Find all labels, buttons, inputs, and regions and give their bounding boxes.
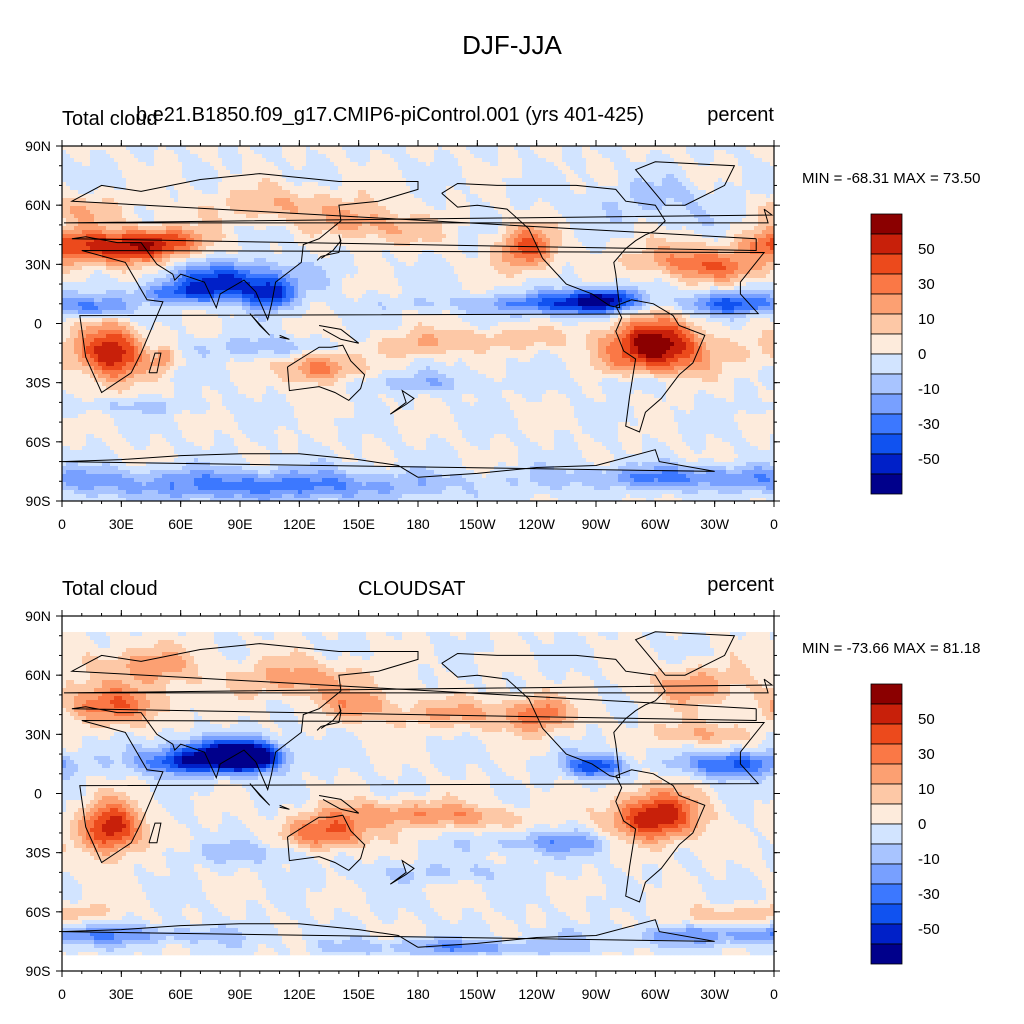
lon-tick-label: 150E bbox=[342, 516, 375, 532]
colorbar-label: -50 bbox=[918, 921, 940, 938]
lon-tick-label: 30W bbox=[700, 986, 730, 1002]
colorbar-swatch bbox=[871, 294, 902, 314]
lat-tick-label: 30N bbox=[25, 256, 51, 272]
lat-tick-label: 90S bbox=[26, 493, 51, 509]
colorbar-label: -10 bbox=[918, 381, 940, 398]
lon-tick-label: 30E bbox=[109, 986, 134, 1002]
colorbar-label: 50 bbox=[918, 241, 935, 258]
panel-2-contour-field bbox=[62, 632, 774, 955]
lon-tick-label: 60W bbox=[641, 986, 671, 1002]
colorbar-label: -10 bbox=[918, 851, 940, 868]
lon-tick-label: 120W bbox=[518, 986, 555, 1002]
colorbar-label: 30 bbox=[918, 276, 935, 293]
lon-tick-label: 120W bbox=[518, 516, 555, 532]
lon-tick-label: 60E bbox=[168, 516, 193, 532]
colorbar-label: 0 bbox=[918, 816, 926, 833]
colorbar-label: 0 bbox=[918, 346, 926, 363]
lat-tick-label: 60S bbox=[26, 904, 51, 920]
lon-tick-label: 60E bbox=[168, 986, 193, 1002]
lat-tick-label: 30S bbox=[26, 845, 51, 861]
lon-tick-label: 90E bbox=[228, 516, 253, 532]
colorbar-label: 10 bbox=[918, 311, 935, 328]
lat-tick-label: 0 bbox=[34, 316, 42, 332]
colorbar-swatch bbox=[871, 374, 902, 394]
lon-tick-label: 30E bbox=[109, 516, 134, 532]
colorbar-swatch bbox=[871, 274, 902, 294]
lon-tick-label: 180 bbox=[406, 986, 430, 1002]
colorbar-swatch bbox=[871, 764, 902, 784]
lon-tick-label: 0 bbox=[770, 516, 778, 532]
lon-tick-label: 30W bbox=[700, 516, 730, 532]
lon-tick-label: 150E bbox=[342, 986, 375, 1002]
colorbar-swatch bbox=[871, 314, 902, 334]
lat-tick-label: 30S bbox=[26, 375, 51, 391]
lon-tick-label: 0 bbox=[58, 516, 66, 532]
colorbar-label: 50 bbox=[918, 711, 935, 728]
lon-tick-label: 120E bbox=[283, 986, 316, 1002]
colorbar-label: -50 bbox=[918, 451, 940, 468]
lat-tick-label: 90N bbox=[25, 608, 51, 624]
lon-tick-label: 120E bbox=[283, 516, 316, 532]
colorbar-swatch bbox=[871, 864, 902, 884]
lat-tick-label: 90S bbox=[26, 963, 51, 979]
colorbar-label: -30 bbox=[918, 886, 940, 903]
colorbar-swatch bbox=[871, 454, 902, 474]
colorbar-swatch bbox=[871, 214, 902, 234]
lon-tick-label: 180 bbox=[406, 516, 430, 532]
panel-1-contour-field bbox=[62, 146, 774, 501]
lon-tick-label: 0 bbox=[58, 986, 66, 1002]
lat-tick-label: 0 bbox=[34, 786, 42, 802]
colorbar-swatch bbox=[871, 904, 902, 924]
lat-tick-label: 60S bbox=[26, 434, 51, 450]
lon-tick-label: 90W bbox=[582, 516, 612, 532]
colorbar-swatch bbox=[871, 474, 902, 494]
panel-1-colorbar: 50 30 10 0 -10 -30 -50 bbox=[871, 214, 940, 494]
colorbar-swatch bbox=[871, 414, 902, 434]
lon-tick-label: 150W bbox=[459, 986, 496, 1002]
colorbar-swatch bbox=[871, 704, 902, 724]
colorbar-swatch bbox=[871, 434, 902, 454]
lon-tick-label: 150W bbox=[459, 516, 496, 532]
lat-tick-label: 90N bbox=[25, 138, 51, 154]
lon-tick-label: 0 bbox=[770, 986, 778, 1002]
colorbar-label: 10 bbox=[918, 781, 935, 798]
lon-tick-label: 90W bbox=[582, 986, 612, 1002]
colorbar-swatch bbox=[871, 824, 902, 844]
colorbar-swatch bbox=[871, 784, 902, 804]
colorbar-swatch bbox=[871, 724, 902, 744]
colorbar-label: 30 bbox=[918, 746, 935, 763]
lat-tick-label: 30N bbox=[25, 726, 51, 742]
colorbar-swatch bbox=[871, 804, 902, 824]
panel-2-colorbar: 50 30 10 0 -10 -30 -50 bbox=[871, 684, 940, 964]
colorbar-swatch bbox=[871, 354, 902, 374]
lat-tick-label: 60N bbox=[25, 667, 51, 683]
lat-tick-label: 60N bbox=[25, 197, 51, 213]
colorbar-swatch bbox=[871, 944, 902, 964]
colorbar-swatch bbox=[871, 844, 902, 864]
colorbar-swatch bbox=[871, 884, 902, 904]
colorbar-swatch bbox=[871, 254, 902, 274]
colorbar-swatch bbox=[871, 234, 902, 254]
colorbar-swatch bbox=[871, 684, 902, 704]
colorbar-swatch bbox=[871, 394, 902, 414]
colorbar-swatch bbox=[871, 334, 902, 354]
colorbar-swatch bbox=[871, 744, 902, 764]
colorbar-label: -30 bbox=[918, 416, 940, 433]
colorbar-swatch bbox=[871, 924, 902, 944]
lon-tick-label: 90E bbox=[228, 986, 253, 1002]
lon-tick-label: 60W bbox=[641, 516, 671, 532]
